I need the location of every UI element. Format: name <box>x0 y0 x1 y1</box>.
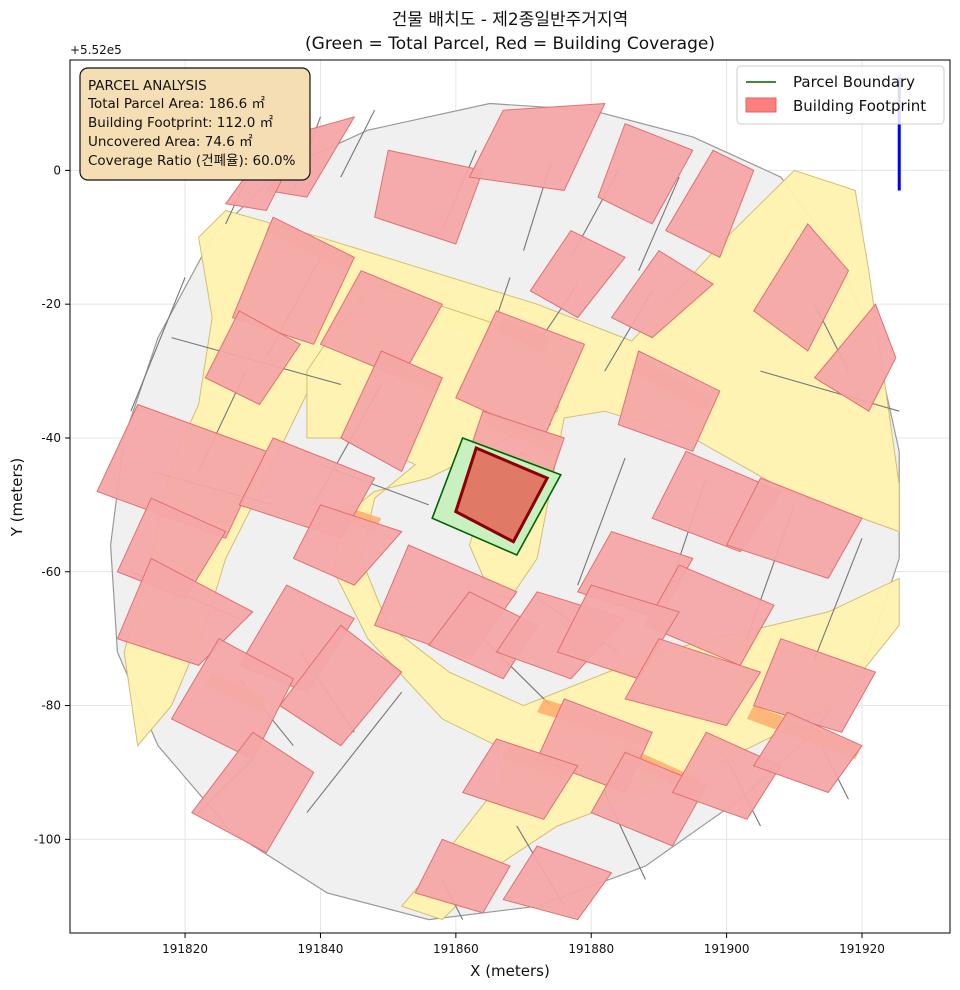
building-30 <box>624 638 762 727</box>
building-38 <box>191 731 315 854</box>
x-axis-label: X (meters) <box>470 962 550 980</box>
info-line-total-area: Total Parcel Area: 186.6 ㎡ <box>87 96 265 112</box>
building-41 <box>414 838 511 914</box>
building-26 <box>725 477 863 580</box>
legend: Parcel Boundary Building Footprint <box>736 65 945 125</box>
chart-title: 건물 배치도 - 제2종일반주거지역 <box>392 10 628 30</box>
building-10 <box>231 216 355 345</box>
building-3 <box>468 102 606 191</box>
legend-building-label: Building Footprint <box>793 97 926 115</box>
building-8 <box>753 223 850 352</box>
lot-line-2 <box>340 109 376 178</box>
building-2 <box>374 149 484 245</box>
building-15 <box>617 350 721 452</box>
x-tick-label-1: 191840 <box>298 942 344 956</box>
building-33 <box>590 751 708 847</box>
lot-line-9 <box>495 277 511 318</box>
y-tick-label-2: -40 <box>41 431 61 445</box>
chart-subtitle: (Green = Total Parcel, Red = Building Co… <box>305 34 715 54</box>
y-tick-label-4: -80 <box>41 699 61 713</box>
building-20 <box>292 504 403 586</box>
lot-line-6 <box>638 176 680 271</box>
lot-line-13 <box>130 277 186 412</box>
legend-background <box>736 65 945 125</box>
y-axis-label: Y (meters) <box>8 458 26 538</box>
lot-line-26 <box>306 691 403 813</box>
building-13 <box>340 350 443 473</box>
legend-building-swatch <box>745 97 777 113</box>
building-5 <box>664 149 755 258</box>
building-6 <box>529 229 626 319</box>
building-4 <box>597 122 694 225</box>
info-line-footprint: Building Footprint: 112.0 ㎡ <box>88 115 274 131</box>
lot-line-21 <box>814 538 863 659</box>
y-tick-label-5: -100 <box>34 832 61 846</box>
x-tick-label-4: 191900 <box>704 942 750 956</box>
y-tick-label-1: -20 <box>41 297 61 311</box>
building-17 <box>96 403 267 539</box>
y-tick-label-3: -60 <box>41 565 61 579</box>
x-tick-label-3: 191880 <box>568 942 614 956</box>
y-offset-label: +5.52e5 <box>70 43 122 57</box>
building-31 <box>753 638 877 733</box>
site-map <box>96 70 906 921</box>
building-12 <box>204 310 301 406</box>
info-line-coverage: Coverage Ratio (건폐율): 60.0% <box>88 153 296 169</box>
plot-border <box>69 59 951 934</box>
lot-line-18 <box>577 457 626 586</box>
y-tick-label-0: 0 <box>53 163 61 177</box>
info-box: PARCEL ANALYSIS Total Parcel Area: 186.6… <box>79 67 311 181</box>
building-39 <box>671 731 782 820</box>
building-7 <box>610 250 714 339</box>
info-box-background <box>79 67 311 181</box>
building-42 <box>502 845 613 921</box>
legend-parcel-label: Parcel Boundary <box>793 73 915 91</box>
road-1 <box>306 283 900 921</box>
building-36 <box>279 624 403 747</box>
building-40 <box>752 711 863 794</box>
target-building <box>453 445 550 544</box>
building-34 <box>461 738 579 820</box>
x-tick-label-0: 191820 <box>162 942 208 956</box>
lot-line-22 <box>760 370 900 412</box>
axis-ticks: 191820 191840 191860 191880 191900 191920 0 -20… <box>34 163 885 956</box>
building-9 <box>813 303 897 412</box>
info-heading: PARCEL ANALYSIS <box>88 78 207 94</box>
info-line-uncovered: Uncovered Area: 74.6 ㎡ <box>88 134 253 150</box>
x-tick-label-2: 191860 <box>433 942 479 956</box>
x-tick-label-5: 191920 <box>839 942 885 956</box>
